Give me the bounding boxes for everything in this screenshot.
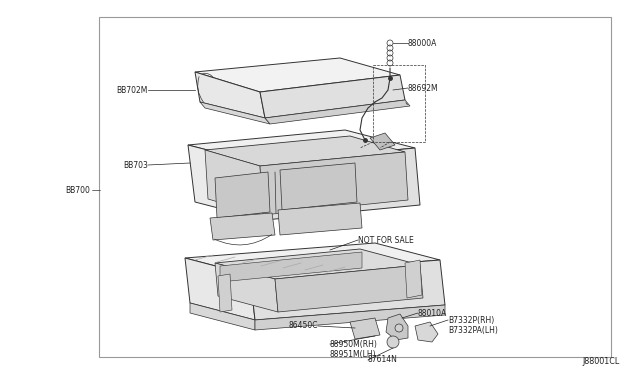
Polygon shape xyxy=(370,133,395,150)
Text: 88000A: 88000A xyxy=(408,38,437,48)
Text: 88951M(LH): 88951M(LH) xyxy=(330,350,376,359)
Text: B7332PA(LH): B7332PA(LH) xyxy=(448,326,498,334)
Polygon shape xyxy=(185,243,440,275)
Text: J88001CL: J88001CL xyxy=(583,357,620,366)
Text: 87614N: 87614N xyxy=(368,356,398,365)
Polygon shape xyxy=(210,213,275,240)
Polygon shape xyxy=(188,130,415,163)
Bar xyxy=(99,17,611,357)
Polygon shape xyxy=(185,258,255,320)
Polygon shape xyxy=(188,145,265,220)
Text: B7332P(RH): B7332P(RH) xyxy=(448,315,494,324)
Polygon shape xyxy=(386,314,408,340)
Polygon shape xyxy=(260,152,408,215)
Polygon shape xyxy=(220,252,362,282)
Polygon shape xyxy=(250,260,445,320)
Polygon shape xyxy=(205,136,405,166)
Polygon shape xyxy=(190,303,255,330)
Polygon shape xyxy=(258,148,420,220)
Circle shape xyxy=(387,336,399,348)
Polygon shape xyxy=(195,58,400,92)
Polygon shape xyxy=(205,150,263,215)
Polygon shape xyxy=(200,102,270,124)
Polygon shape xyxy=(255,305,445,330)
Text: NOT FOR SALE: NOT FOR SALE xyxy=(358,235,413,244)
Circle shape xyxy=(395,324,403,332)
Polygon shape xyxy=(405,260,422,298)
Polygon shape xyxy=(195,72,265,118)
Polygon shape xyxy=(215,249,420,279)
Polygon shape xyxy=(415,322,438,342)
Polygon shape xyxy=(215,172,270,218)
Polygon shape xyxy=(278,203,362,235)
Text: 86450C: 86450C xyxy=(289,321,318,330)
Text: 88010A: 88010A xyxy=(418,308,447,317)
Polygon shape xyxy=(350,318,380,339)
Polygon shape xyxy=(280,163,357,210)
Polygon shape xyxy=(275,265,423,312)
Text: BB702M: BB702M xyxy=(116,86,148,94)
Text: BB703: BB703 xyxy=(123,160,148,170)
Polygon shape xyxy=(215,263,278,312)
Polygon shape xyxy=(260,75,405,118)
Polygon shape xyxy=(265,100,410,124)
Text: 88950M(RH): 88950M(RH) xyxy=(330,340,378,349)
Text: 88692M: 88692M xyxy=(408,83,438,93)
Text: BB700: BB700 xyxy=(65,186,90,195)
Polygon shape xyxy=(218,274,232,312)
